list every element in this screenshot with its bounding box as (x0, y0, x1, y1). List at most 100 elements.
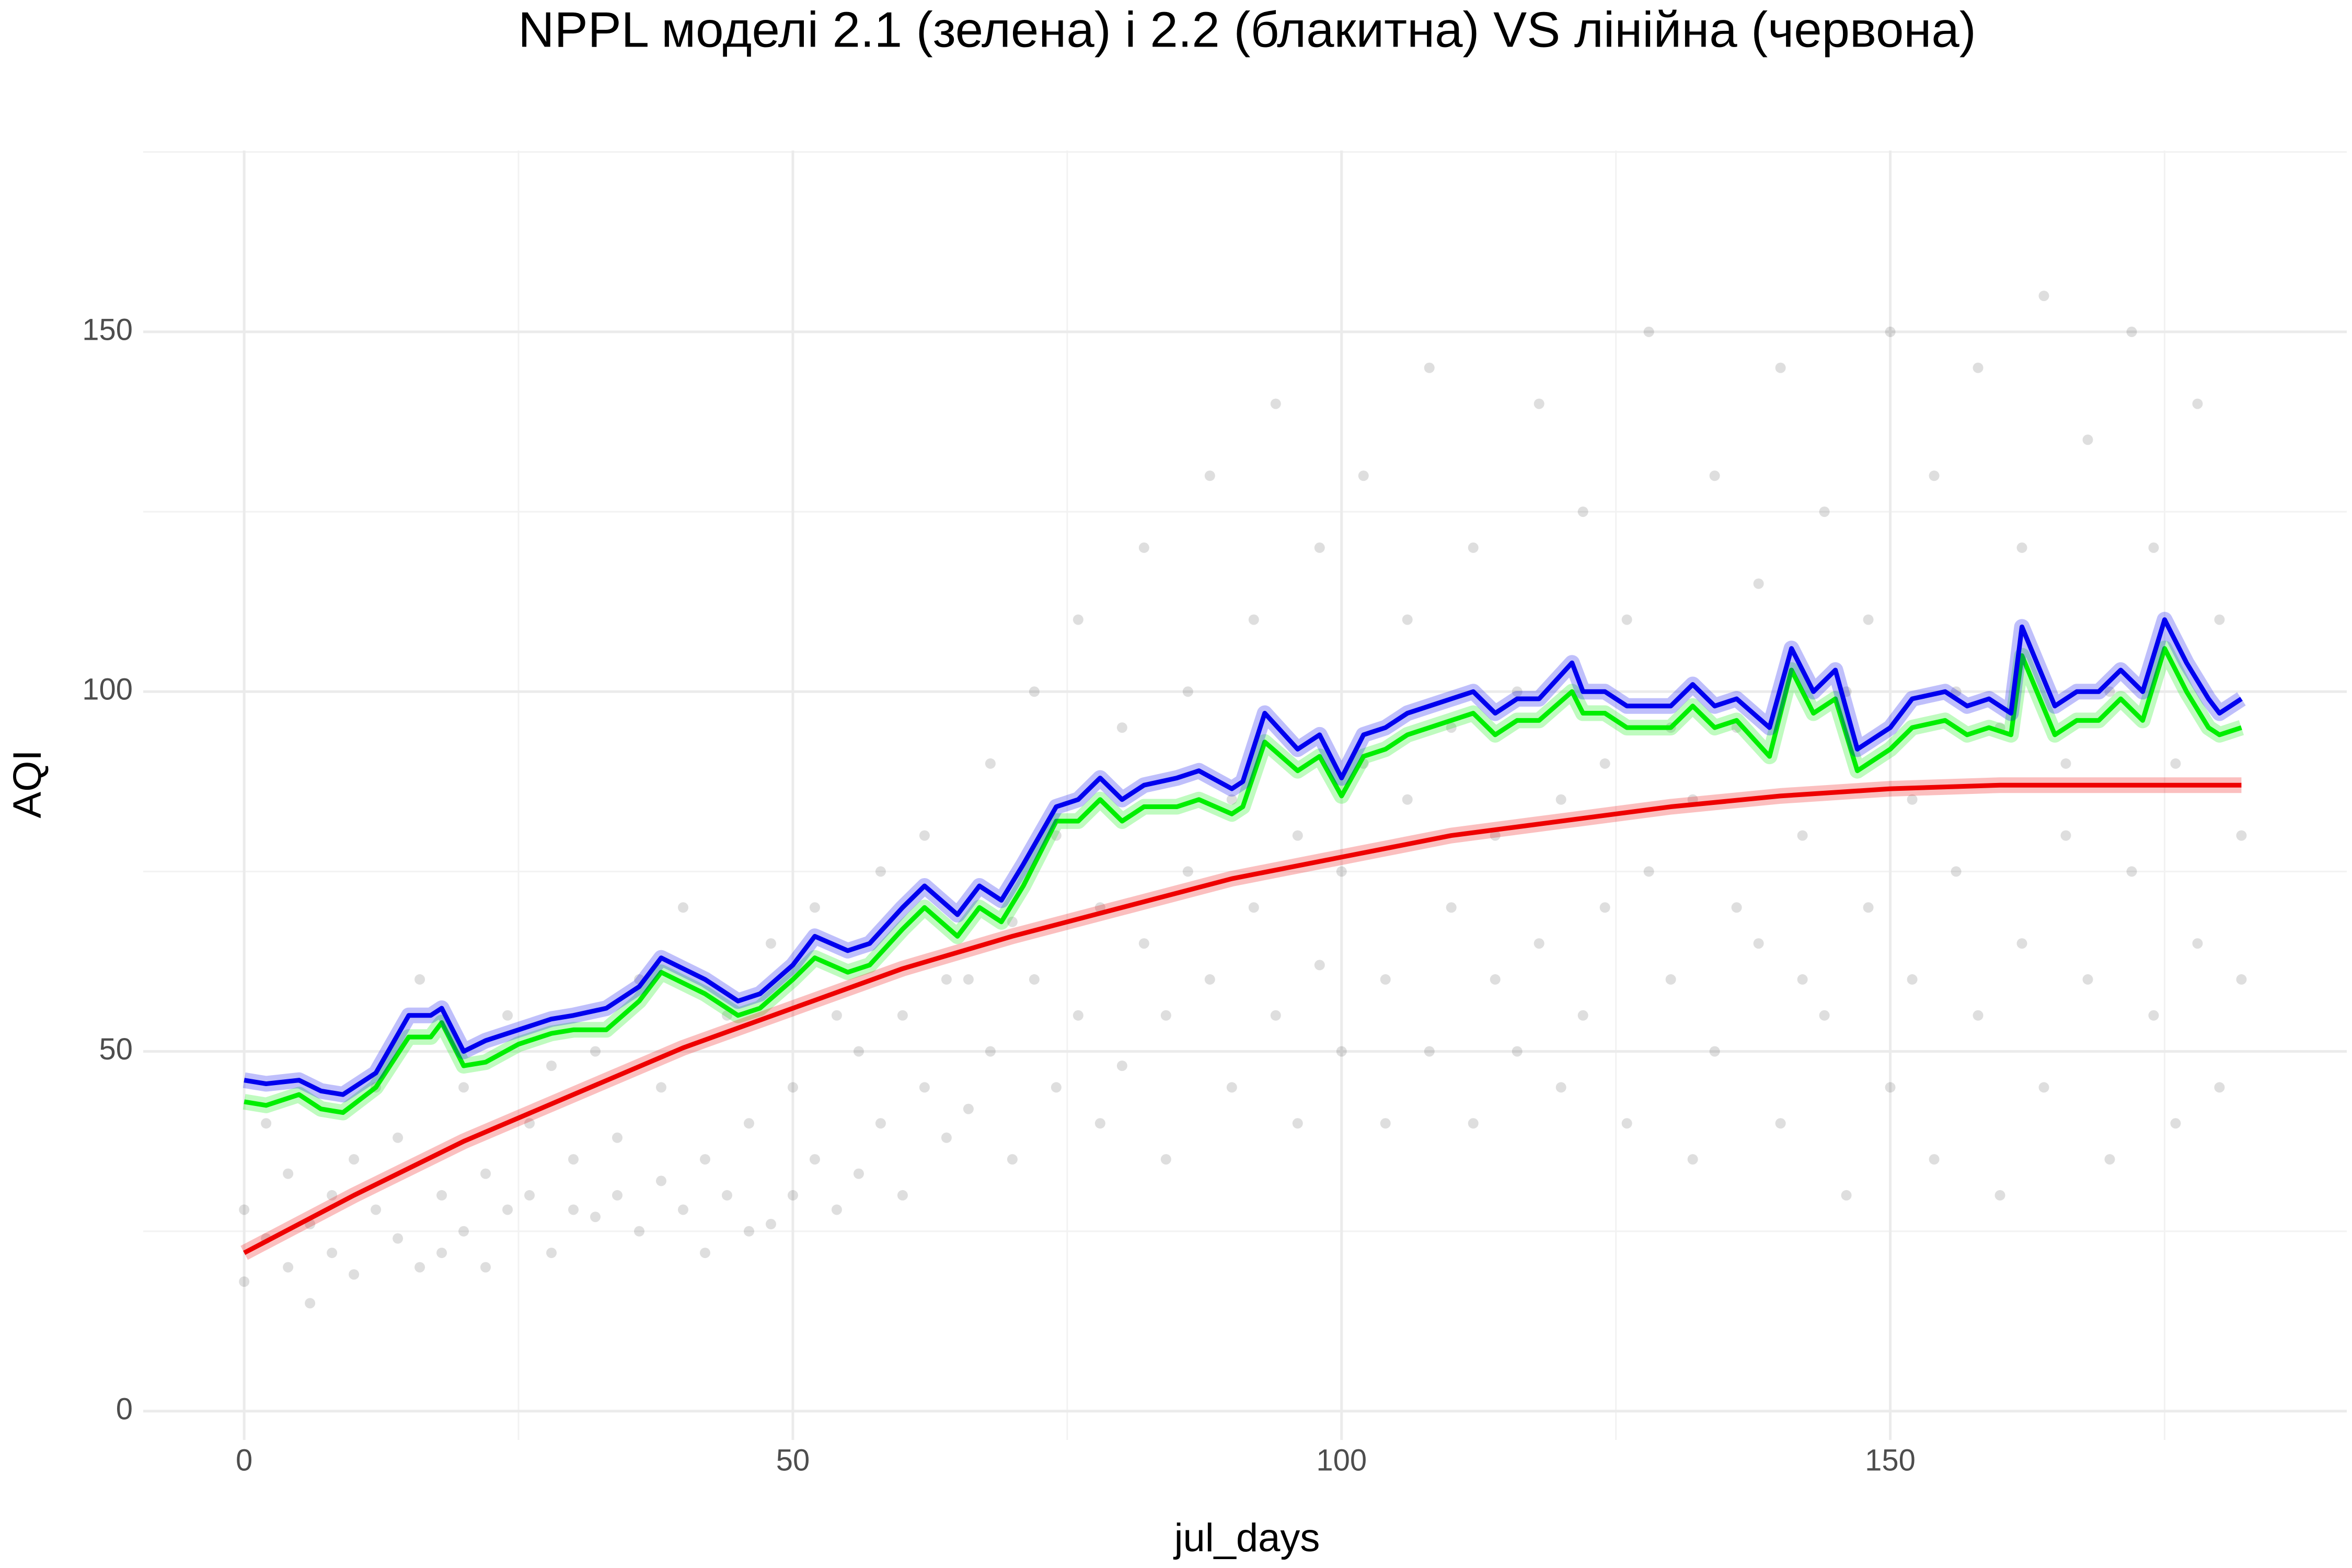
point (458, 1082, 469, 1093)
point (1116, 1060, 1127, 1071)
point (831, 1010, 842, 1021)
point (1775, 1118, 1786, 1129)
point (1314, 960, 1325, 971)
point (941, 1132, 952, 1143)
point (1358, 470, 1369, 481)
point (1951, 686, 1962, 697)
point (1490, 830, 1501, 841)
point (765, 1218, 776, 1229)
point (393, 1132, 403, 1143)
point (743, 1226, 754, 1237)
point (1051, 830, 1062, 841)
point (787, 1082, 798, 1093)
point (1226, 1082, 1237, 1093)
y-tick-label: 100 (82, 673, 133, 707)
point (2170, 1118, 2181, 1129)
point (1951, 866, 1962, 877)
point (721, 1010, 732, 1021)
point (458, 1226, 469, 1237)
point (1643, 866, 1654, 877)
point (2104, 1154, 2115, 1165)
point (568, 1154, 579, 1165)
point (897, 1010, 908, 1021)
point (1973, 362, 1984, 373)
point (1512, 686, 1523, 697)
point (524, 1190, 535, 1201)
point (1577, 506, 1588, 517)
point (1863, 902, 1874, 913)
point (1094, 902, 1105, 913)
point (1753, 938, 1764, 949)
point (1863, 614, 1874, 625)
point (1621, 1118, 1632, 1129)
point (436, 1190, 447, 1201)
point (1204, 974, 1215, 985)
point (1402, 614, 1413, 625)
point (1248, 614, 1259, 625)
point (985, 758, 996, 769)
point (2126, 326, 2137, 337)
point (2038, 291, 2049, 302)
point (1292, 830, 1303, 841)
point (2038, 1082, 2049, 1093)
point (1665, 974, 1676, 985)
point (765, 938, 776, 949)
point (414, 1262, 425, 1273)
point (656, 1175, 667, 1186)
x-tick-label: 50 (776, 1443, 810, 1477)
point (2126, 866, 2137, 877)
point (963, 1103, 974, 1114)
point (2214, 614, 2225, 625)
point (239, 1276, 250, 1287)
point (480, 1262, 491, 1273)
point (1709, 470, 1720, 481)
point (941, 974, 952, 985)
point (1731, 902, 1742, 913)
point (985, 1046, 996, 1057)
point (1446, 722, 1457, 733)
point (1336, 1046, 1347, 1057)
point (1577, 1010, 1588, 1021)
point (1973, 1010, 1984, 1021)
point (1007, 916, 1018, 927)
point (1621, 614, 1632, 625)
point (2082, 974, 2093, 985)
chart-title: NPPL моделі 2.1 (зелена) і 2.2 (блакитна… (518, 2, 1976, 57)
point (1490, 974, 1501, 985)
point (699, 1154, 710, 1165)
point (2192, 398, 2203, 409)
point (1073, 614, 1083, 625)
point (1380, 1118, 1391, 1129)
point (809, 902, 820, 913)
point (524, 1118, 535, 1129)
point (656, 1082, 667, 1093)
point (1336, 866, 1347, 877)
point (1402, 794, 1413, 805)
point (1929, 1154, 1940, 1165)
point (2148, 542, 2159, 553)
point (919, 830, 930, 841)
point (283, 1168, 294, 1179)
point (1907, 974, 1918, 985)
point (2060, 758, 2071, 769)
point (1292, 1118, 1303, 1129)
point (1534, 938, 1544, 949)
point (1819, 1010, 1830, 1021)
point (2192, 938, 2203, 949)
point (831, 1204, 842, 1215)
point (612, 1190, 623, 1201)
point (1116, 722, 1127, 733)
point (1314, 542, 1325, 553)
point (1007, 1154, 1018, 1165)
point (1029, 974, 1040, 985)
point (1138, 542, 1149, 553)
point (919, 1082, 930, 1093)
point (787, 1190, 798, 1201)
point (634, 1226, 645, 1237)
point (853, 1168, 864, 1179)
point (546, 1248, 557, 1259)
point (1599, 758, 1610, 769)
point (590, 1212, 601, 1223)
point (349, 1154, 360, 1165)
point (809, 1154, 820, 1165)
